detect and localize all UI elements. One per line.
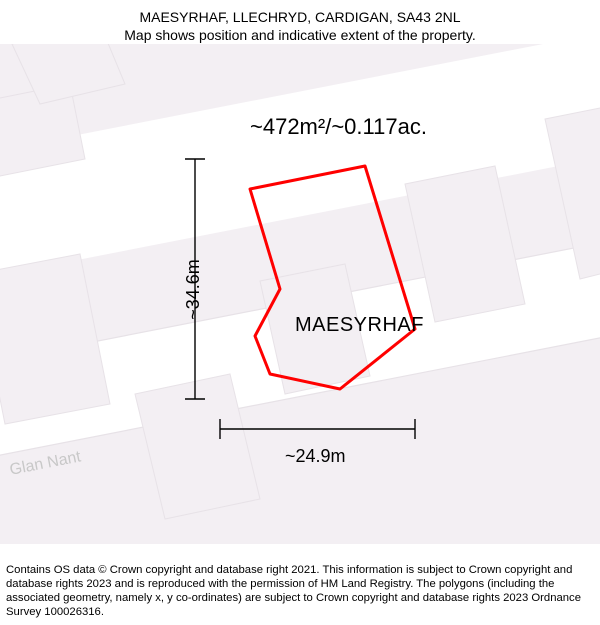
- header-title: MAESYRHAF, LLECHRYD, CARDIGAN, SA43 2NL: [0, 8, 600, 26]
- header-subtitle: Map shows position and indicative extent…: [0, 26, 600, 44]
- dim-height-label: ~34.6m: [183, 259, 204, 320]
- header: MAESYRHAF, LLECHRYD, CARDIGAN, SA43 2NL …: [0, 0, 600, 44]
- footer-copyright: Contains OS data © Crown copyright and d…: [6, 563, 594, 619]
- property-name-label: MAESYRHAF: [295, 314, 424, 337]
- area-label: ~472m²/~0.117ac.: [250, 114, 427, 140]
- dim-width-label: ~24.9m: [285, 446, 346, 467]
- map-area: ~472m²/~0.117ac. MAESYRHAF Glan Nant ~24…: [0, 44, 600, 544]
